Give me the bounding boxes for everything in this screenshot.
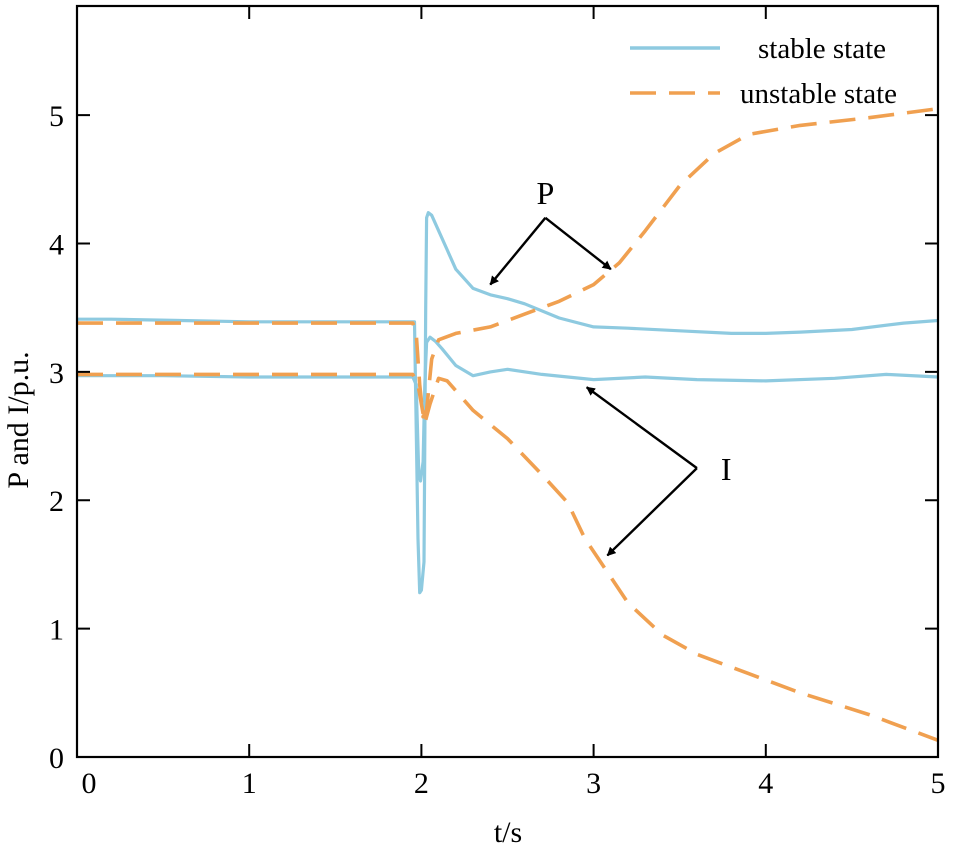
series-layer bbox=[77, 106, 939, 742]
series-line-stable-0 bbox=[77, 211, 939, 595]
x-tick-label: 5 bbox=[931, 767, 946, 800]
x-tick-label: 1 bbox=[242, 767, 257, 800]
annotation-arrow bbox=[606, 467, 698, 557]
y-tick-label: 0 bbox=[49, 742, 64, 775]
axes: 0 1 2 3 4 5 0 1 2 3 4 5 bbox=[49, 4, 946, 800]
y-tick-label: 1 bbox=[49, 614, 64, 647]
y-axis-label: P and I/p.u. bbox=[2, 351, 35, 488]
series-line-unstable-2 bbox=[77, 106, 939, 419]
annotation-layer: PI bbox=[489, 175, 732, 557]
series-line-stable-1 bbox=[77, 335, 939, 483]
x-axis-label: t/s bbox=[494, 816, 522, 849]
x-tick-label: 4 bbox=[758, 767, 773, 800]
x-tick-label: 3 bbox=[586, 767, 601, 800]
annotation-arrow bbox=[489, 217, 547, 286]
legend-label: stable state bbox=[758, 33, 886, 65]
x-tick-label: 0 bbox=[82, 767, 97, 800]
y-tick-label: 5 bbox=[49, 100, 64, 133]
y-tick-label: 4 bbox=[49, 228, 64, 261]
series-line-unstable-3 bbox=[77, 372, 939, 742]
annotation-arrow bbox=[585, 386, 698, 470]
legend: stable state unstable state bbox=[630, 33, 897, 110]
annotation-label-I: I bbox=[721, 451, 732, 487]
y-tick-label: 2 bbox=[49, 485, 64, 518]
plot-frame bbox=[75, 4, 940, 759]
annotation-arrow bbox=[544, 216, 612, 271]
y-tick-label: 3 bbox=[49, 357, 64, 390]
x-tick-label: 2 bbox=[414, 767, 429, 800]
legend-label: unstable state bbox=[740, 78, 897, 110]
annotation-label-P: P bbox=[536, 175, 554, 211]
